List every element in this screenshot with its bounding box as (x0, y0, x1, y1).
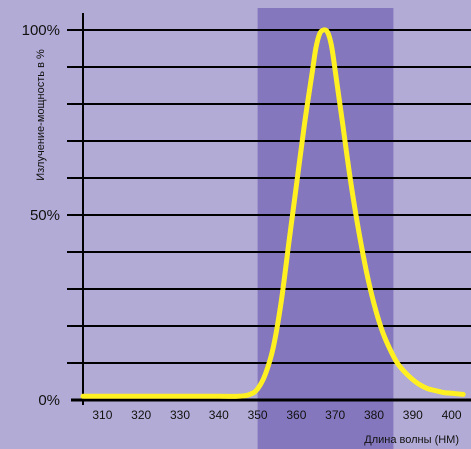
series-line (80, 27, 466, 399)
x-tick-label: 350 (248, 408, 268, 422)
x-tick-label: 320 (131, 408, 151, 422)
y-axis-label: Излучение-мощность в % (35, 49, 47, 181)
y-tick-label: 100% (22, 22, 60, 39)
x-tick-label: 310 (92, 408, 112, 422)
y-tick-label: 0% (38, 392, 60, 409)
x-tick-label: 400 (442, 408, 462, 422)
x-tick-label: 390 (403, 408, 423, 422)
x-tick-label: 370 (325, 408, 345, 422)
highlight-band (257, 8, 394, 449)
x-tick-label: 340 (209, 408, 229, 422)
x-tick-labels: 310 320 330 340 350 360 370 380 390 400 (92, 408, 462, 422)
x-tick-label: 380 (364, 408, 384, 422)
x-axis-label: Длина волны (НМ) (364, 434, 459, 446)
x-tick-label: 330 (170, 408, 190, 422)
y-tick-labels: 100% 50% 0% (22, 22, 60, 409)
x-tick-label: 360 (286, 408, 306, 422)
y-tick-label: 50% (30, 207, 60, 224)
